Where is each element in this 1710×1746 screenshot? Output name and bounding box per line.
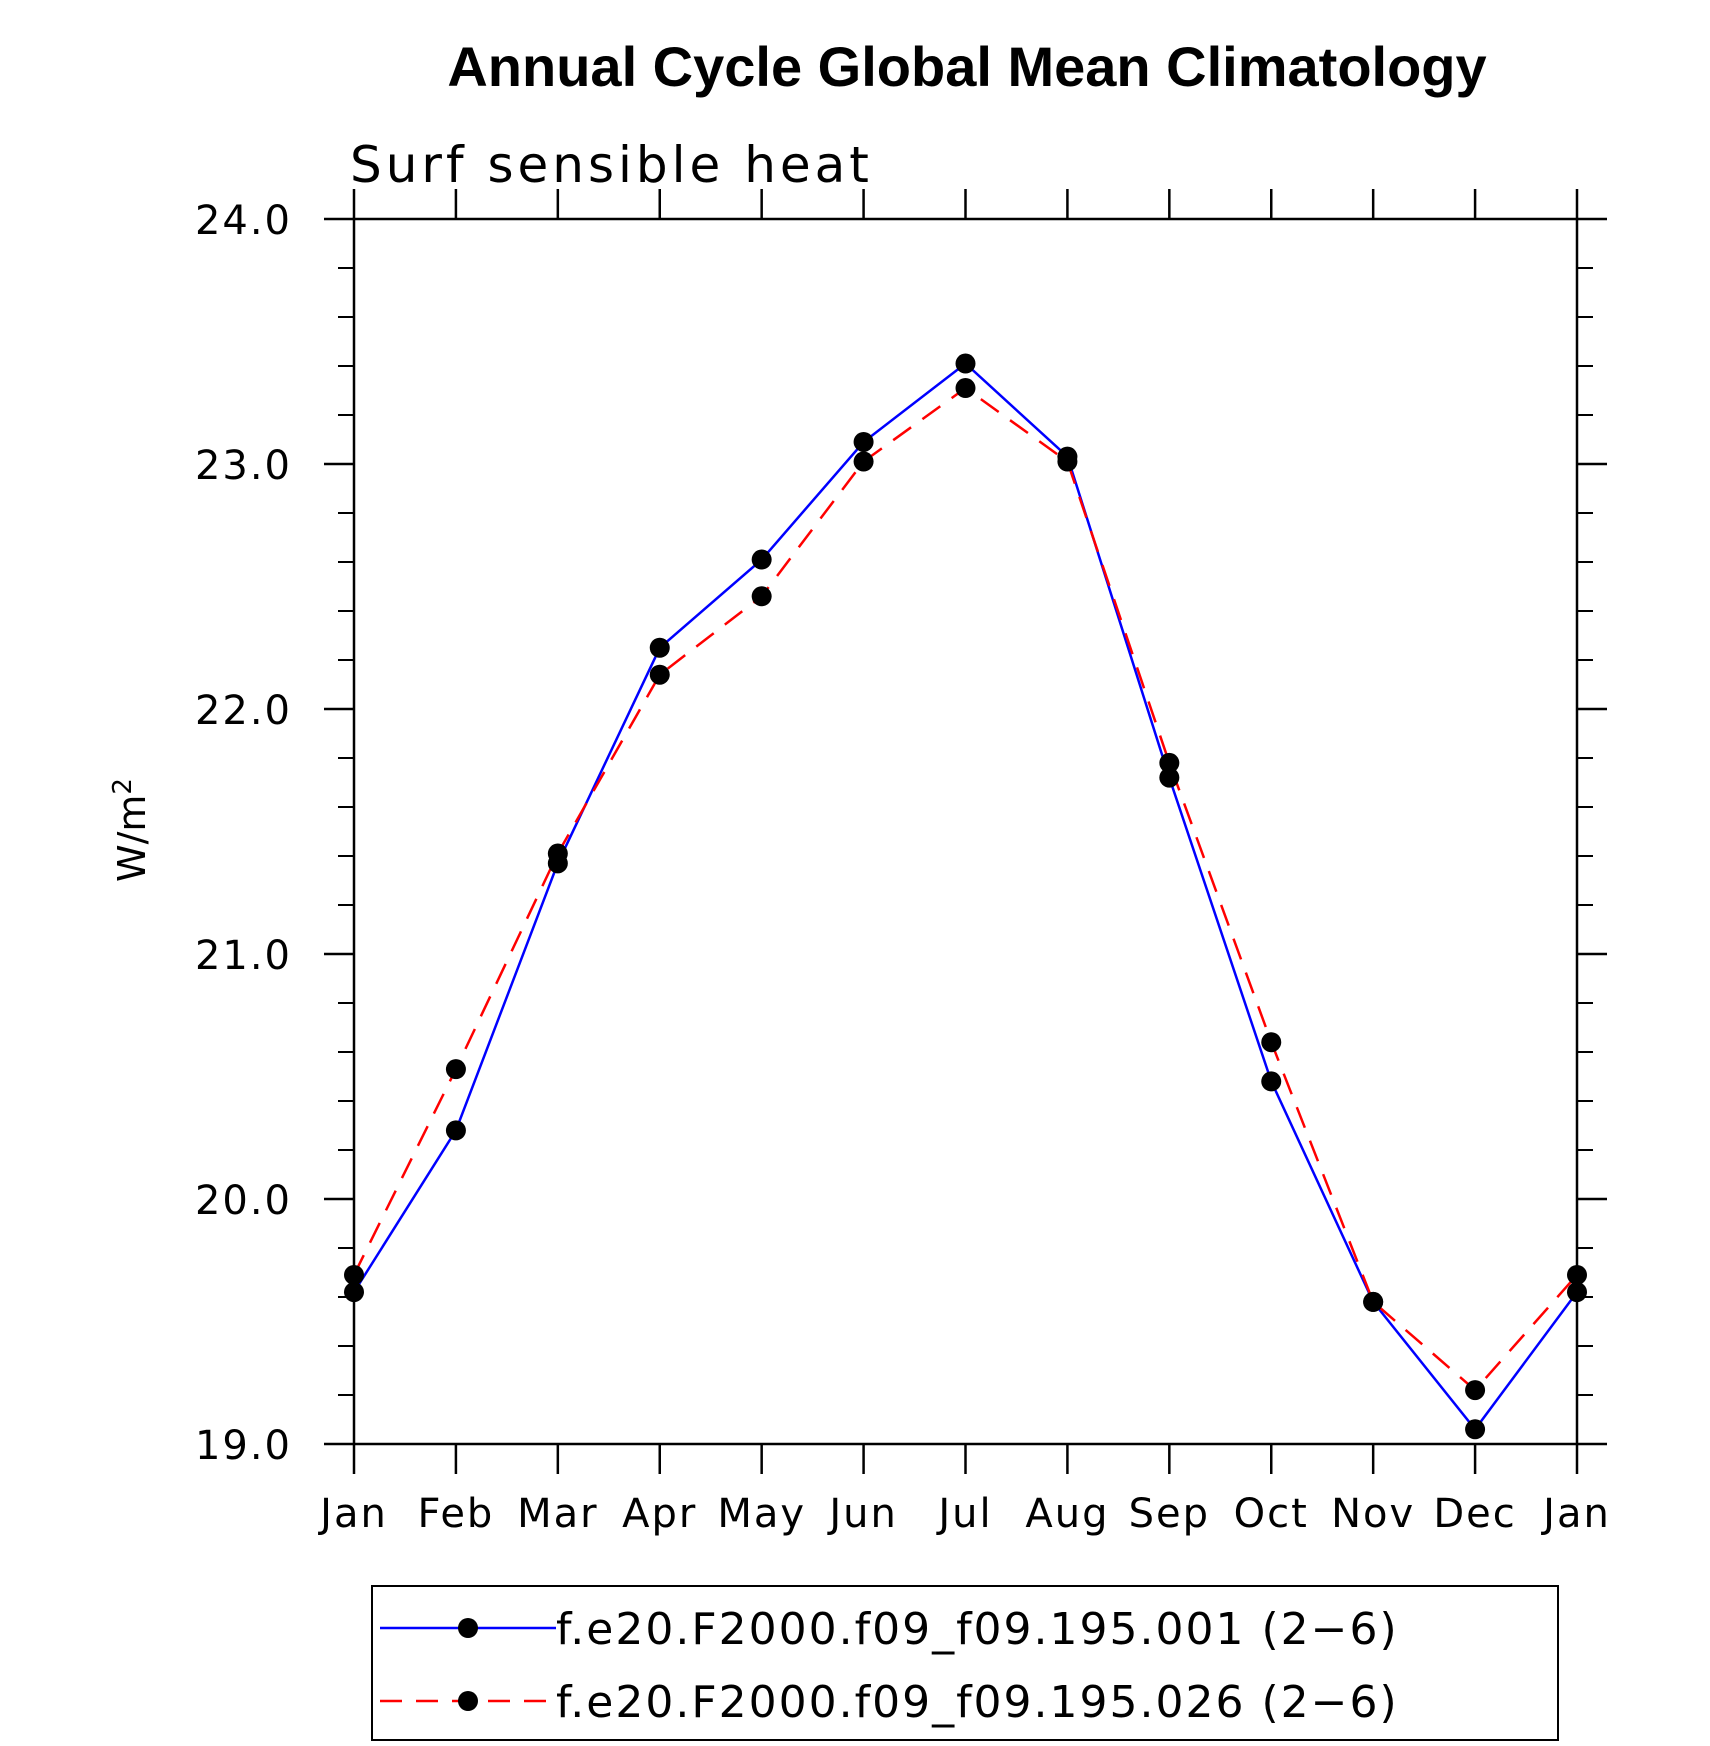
legend: f.e20.F2000.f09_f09.195.001 (2−6) f.e20.…	[371, 1585, 1559, 1741]
chart-title: Annual Cycle Global Mean Climatology	[447, 35, 1486, 98]
x-tick-label: Mar	[517, 1491, 598, 1537]
data-point-series-2	[1261, 1032, 1282, 1053]
y-tick-label: 20.0	[195, 1178, 292, 1224]
x-tick-label: Dec	[1433, 1491, 1516, 1537]
series-layer	[344, 353, 1587, 1440]
y-axis-label-superscript: 2	[108, 778, 138, 795]
data-point-series-1	[445, 1120, 466, 1141]
data-point-series-1	[1159, 767, 1180, 788]
y-tick-label: 23.0	[195, 443, 292, 489]
y-tick-label: 22.0	[195, 688, 292, 734]
axes: 19.0 20.0 21.0 22.0 23.0 24.0 Jan Feb Mar Apr May J…	[195, 189, 1611, 1537]
data-point-series-1	[955, 353, 976, 374]
data-point-series-2	[445, 1059, 466, 1080]
data-point-series-2	[1057, 451, 1078, 472]
data-point-series-2	[853, 451, 874, 472]
x-tick-label: Aug	[1025, 1491, 1109, 1537]
data-point-series-1	[344, 1282, 364, 1303]
legend-marker-series-1	[458, 1618, 478, 1638]
chart-subtitle: Surf sensible heat	[350, 136, 873, 194]
x-tick-label: Jan	[1540, 1491, 1611, 1537]
series-line-2	[352, 386, 1578, 1392]
data-point-series-2	[547, 843, 568, 864]
x-tick-label: Apr	[622, 1491, 697, 1537]
data-point-series-2	[1363, 1291, 1384, 1312]
legend-label-series-2: f.e20.F2000.f09_f09.195.026 (2−6)	[556, 1677, 1399, 1728]
legend-label-series-1: f.e20.F2000.f09_f09.195.001 (2−6)	[556, 1604, 1399, 1655]
data-point-series-2	[955, 378, 976, 399]
data-point-series-1	[1261, 1071, 1282, 1092]
data-point-series-2	[1567, 1264, 1587, 1285]
series-line-1	[352, 361, 1579, 1432]
legend-box	[371, 1585, 1559, 1741]
data-point-series-2	[1159, 752, 1180, 773]
data-point-series-1	[1567, 1282, 1587, 1303]
y-axis-label-text: W/m	[110, 795, 154, 882]
data-point-series-2	[344, 1264, 364, 1285]
data-point-series-1	[1465, 1419, 1486, 1440]
x-tick-label: Jul	[935, 1491, 992, 1537]
data-point-series-1	[853, 431, 874, 452]
x-tick-label: May	[717, 1491, 806, 1537]
y-tick-label: 21.0	[195, 933, 292, 979]
data-point-series-2	[1465, 1380, 1486, 1401]
data-point-series-2	[649, 664, 670, 685]
x-tick-label: Feb	[418, 1491, 495, 1537]
x-tick-label: Oct	[1234, 1491, 1309, 1537]
y-tick-label: 24.0	[195, 198, 292, 244]
y-axis-label: W/m2	[108, 778, 154, 882]
y-tick-label: 19.0	[195, 1423, 292, 1469]
data-point-series-1	[751, 549, 772, 570]
x-tick-label: Sep	[1129, 1491, 1210, 1537]
data-point-series-2	[751, 586, 772, 607]
data-point-series-1	[649, 637, 670, 658]
plot-frame	[352, 217, 1579, 1446]
x-tick-label: Jun	[826, 1491, 898, 1537]
legend-marker-series-2	[458, 1691, 478, 1711]
x-tick-label: Jan	[317, 1491, 388, 1537]
x-tick-label: Nov	[1331, 1491, 1415, 1537]
